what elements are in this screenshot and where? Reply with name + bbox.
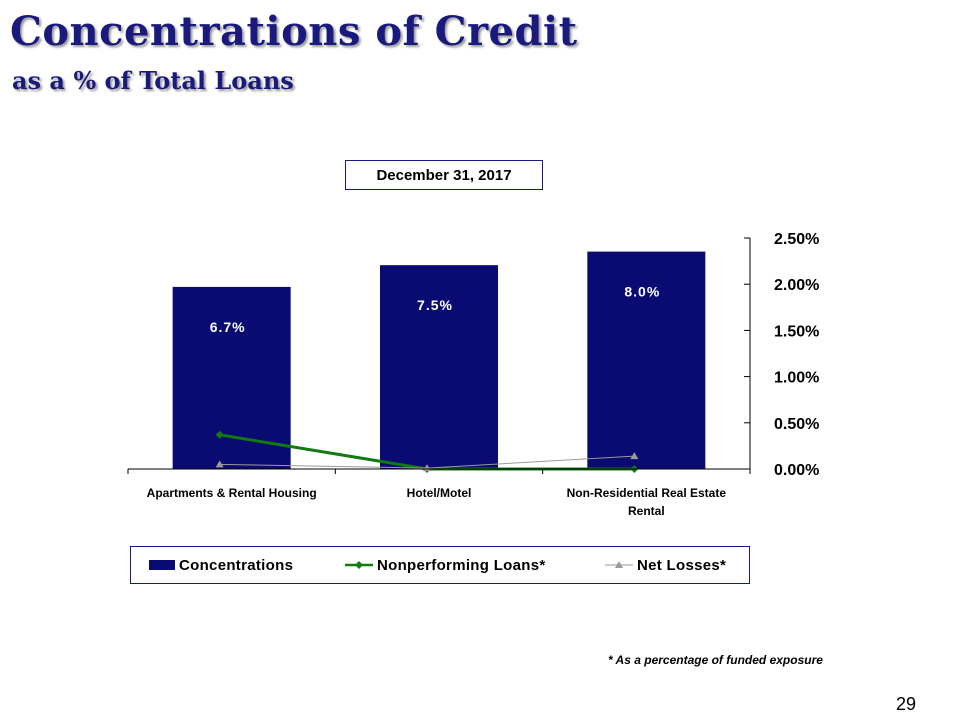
legend-item-concentrations: Concentrations [149, 547, 293, 583]
slide-title: Concentrations of Credit [10, 8, 578, 55]
legend-label: Net Losses* [637, 556, 727, 574]
nonperforming-loans-point [215, 430, 224, 439]
x-tick-label: Apartments & Rental Housing [147, 486, 317, 500]
footnote: * As a percentage of funded exposure [608, 653, 823, 667]
net-losses-point [630, 452, 639, 460]
page-number: 29 [896, 694, 917, 714]
bar-data-label: 8.0% [624, 284, 660, 300]
x-tick-label: Hotel/Motel [407, 486, 472, 500]
y-tick-label: 0.00% [774, 462, 819, 479]
x-tick-label: Non-Residential Real Estate [567, 486, 727, 500]
bar-concentration [380, 265, 498, 469]
bar-data-label: 6.7% [210, 319, 246, 335]
chart-title: December 31, 2017 [345, 160, 543, 190]
legend-swatch-line-green [345, 561, 373, 569]
y-tick-label: 1.00% [774, 370, 819, 387]
x-tick-label: Rental [628, 504, 665, 518]
legend-item-nonperforming: Nonperforming Loans* [345, 547, 546, 583]
bar-data-label: 7.5% [417, 297, 453, 313]
net-losses-point [215, 460, 224, 468]
legend-swatch-bar [149, 560, 175, 570]
legend-swatch-line-gray [605, 561, 633, 568]
chart-legend: Concentrations Nonperforming Loans* Net … [130, 546, 750, 584]
y-tick-label: 2.50% [774, 231, 819, 248]
slide-subtitle: as a % of Total Loans [12, 66, 294, 95]
y-tick-label: 1.50% [774, 323, 819, 340]
bar-concentration [172, 286, 291, 469]
legend-label: Nonperforming Loans* [377, 556, 546, 574]
y-tick-label: 2.00% [774, 277, 819, 294]
legend-label: Concentrations [179, 556, 294, 574]
y-tick-label: 0.50% [774, 416, 819, 433]
bar-concentration [587, 251, 706, 469]
legend-item-net-losses: Net Losses* [605, 547, 726, 583]
